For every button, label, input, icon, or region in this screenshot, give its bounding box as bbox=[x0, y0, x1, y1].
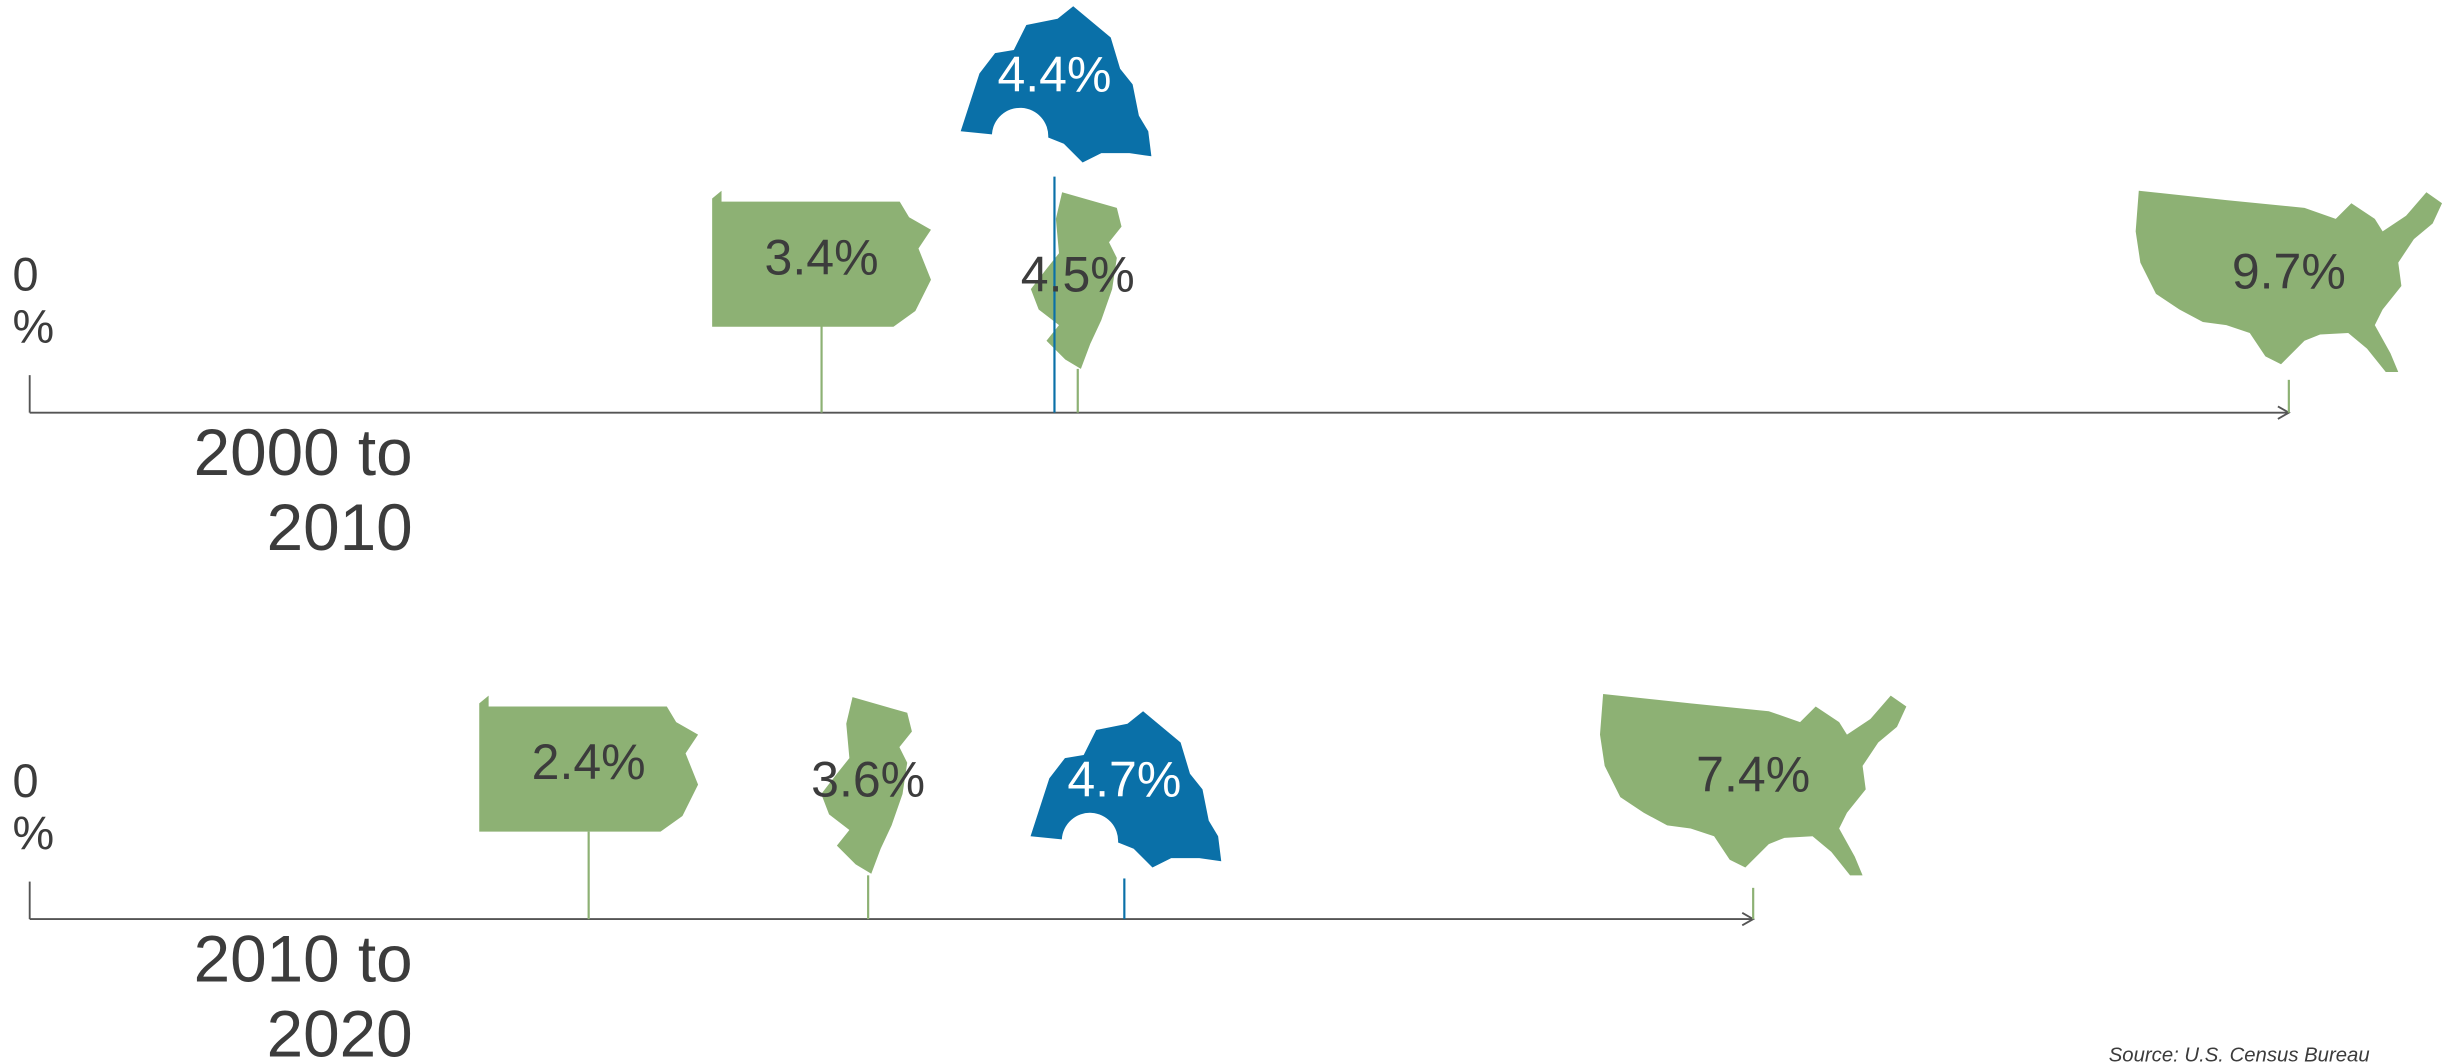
value-label: 3.6% bbox=[811, 751, 926, 808]
icon bbox=[821, 697, 912, 874]
icon bbox=[479, 695, 699, 832]
value-label: 9.7% bbox=[2231, 243, 2346, 300]
zero-label: 0 % bbox=[12, 756, 55, 860]
icon bbox=[2135, 190, 2443, 373]
icon bbox=[712, 190, 931, 327]
value-label: 4.5% bbox=[1020, 246, 1135, 303]
period-label: 2000 to 2010 bbox=[193, 415, 413, 565]
value-label: 2.4% bbox=[531, 733, 646, 791]
icon bbox=[1030, 192, 1122, 369]
icon bbox=[1030, 711, 1222, 868]
value-label: 7.4% bbox=[1696, 746, 1811, 803]
icon bbox=[960, 6, 1152, 163]
icon bbox=[1599, 694, 1907, 876]
period-label: 2010 to 2020 bbox=[193, 922, 413, 1064]
value-label: 4.4% bbox=[997, 46, 1112, 103]
value-label: 4.7% bbox=[1067, 751, 1182, 808]
source-note: Source: U.S. Census Bureau bbox=[2108, 1042, 2370, 1064]
value-label: 3.4% bbox=[764, 228, 879, 286]
zero-label: 0 % bbox=[12, 250, 55, 354]
